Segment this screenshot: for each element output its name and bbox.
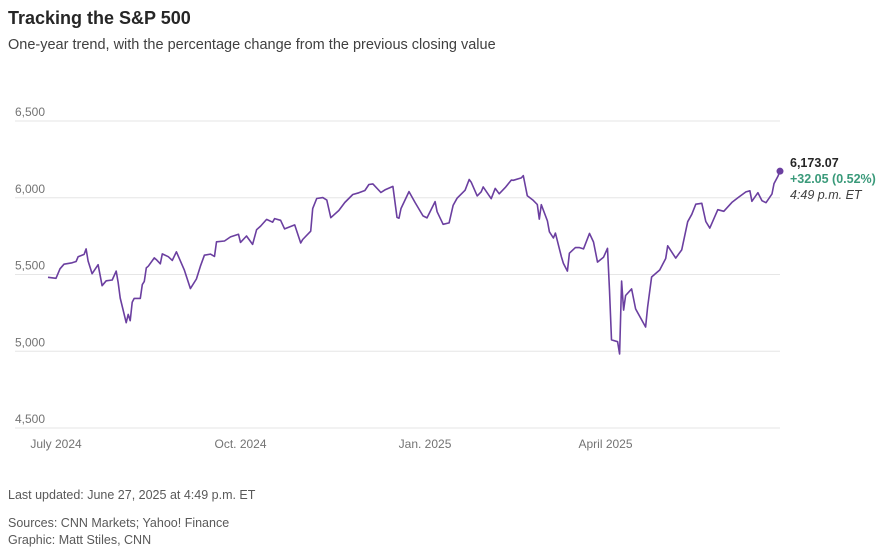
line-layer	[47, 167, 784, 355]
y-tick-label: 6,500	[15, 105, 45, 119]
last-value-label: 6,173.07	[790, 156, 839, 170]
sp500-series-line	[47, 170, 781, 355]
last-point-marker[interactable]	[776, 167, 784, 175]
last-time-label: 4:49 p.m. ET	[790, 188, 863, 202]
grid-layer: 4,500 5,000 5,500 6,000 6,500	[15, 105, 780, 429]
x-tick-label: Oct. 2024	[215, 437, 267, 451]
graphic-credit: Graphic: Matt Stiles, CNN	[8, 533, 152, 547]
sp500-line-chart: 4,500 5,000 5,500 6,000 6,500 July 2024 Oct. …	[15, 105, 876, 451]
last-change-label: +32.05 (0.52%)	[790, 172, 876, 186]
chart-subtitle: One-year trend, with the percentage chan…	[8, 37, 496, 53]
end-annotation: 6,173.07 +32.05 (0.52%) 4:49 p.m. ET	[790, 156, 876, 202]
y-tick-label: 5,000	[15, 335, 45, 349]
x-tick-label: July 2024	[30, 437, 82, 451]
x-tick-label: April 2025	[578, 437, 632, 451]
y-tick-label: 5,500	[15, 259, 45, 273]
y-tick-label: 6,000	[15, 182, 45, 196]
last-updated: Last updated: June 27, 2025 at 4:49 p.m.…	[8, 488, 256, 502]
x-tick-label: Jan. 2025	[399, 437, 452, 451]
x-axis: July 2024 Oct. 2024 Jan. 2025 April 2025	[30, 437, 633, 451]
sources-credit: Sources: CNN Markets; Yahoo! Finance	[8, 516, 230, 530]
chart-title: Tracking the S&P 500	[8, 8, 191, 28]
y-tick-label: 4,500	[15, 412, 45, 426]
